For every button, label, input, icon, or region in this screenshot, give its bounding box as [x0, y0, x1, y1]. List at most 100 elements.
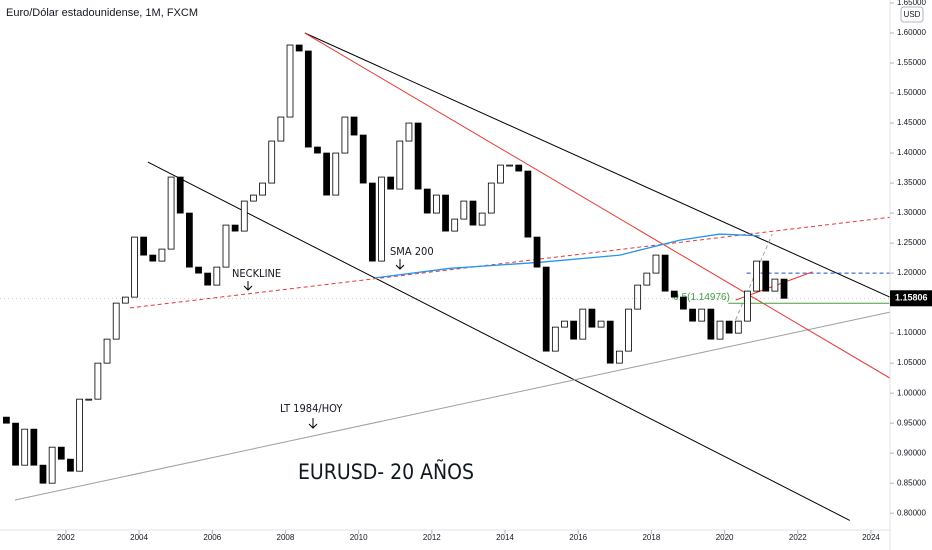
trendline — [735, 233, 773, 321]
y-tick-label: 1.45000 — [897, 118, 926, 127]
candle — [616, 350, 623, 364]
candle — [497, 164, 504, 184]
y-tick-label: 1.60000 — [897, 28, 926, 37]
candle — [433, 194, 440, 214]
candle — [753, 260, 760, 292]
candle — [304, 50, 312, 148]
last-price-box — [890, 290, 932, 307]
y-tick-label: 0.80000 — [897, 508, 926, 517]
candle — [250, 194, 257, 202]
candle — [48, 446, 56, 484]
candle — [158, 248, 166, 262]
x-tick-label: 2012 — [423, 533, 441, 542]
candle — [222, 224, 230, 268]
candle — [469, 200, 477, 226]
y-tick-label: 1.30000 — [897, 208, 926, 217]
candle — [103, 338, 111, 364]
candle — [112, 302, 120, 340]
candle — [341, 116, 349, 154]
candle — [689, 308, 696, 322]
x-tick-label: 2006 — [203, 533, 221, 542]
candle — [368, 182, 376, 262]
candle — [423, 188, 431, 214]
candle — [570, 320, 578, 340]
y-tick-label: 0.90000 — [897, 448, 926, 457]
candle — [451, 218, 459, 232]
candle — [606, 320, 614, 364]
chart-title: Euro/Dólar estadounidense, 1M, FXCM — [6, 7, 198, 19]
candle — [3, 416, 10, 424]
candle — [744, 290, 751, 322]
trendline — [147, 161, 850, 521]
candle — [561, 320, 568, 328]
candle — [350, 116, 358, 136]
currency-box — [900, 6, 924, 23]
candle — [30, 428, 38, 466]
candle — [213, 266, 221, 286]
currency: USD — [904, 10, 921, 19]
candle — [295, 44, 303, 52]
candle — [506, 164, 513, 167]
candle — [515, 164, 523, 172]
x-tick-label: 2022 — [789, 533, 807, 542]
candle — [268, 140, 276, 184]
x-tick-label: 2014 — [496, 533, 514, 542]
x-tick-label: 2004 — [130, 533, 148, 542]
candle — [359, 134, 367, 184]
candle — [323, 152, 330, 196]
candle — [734, 320, 742, 334]
candle — [780, 278, 788, 299]
arrow — [395, 259, 405, 270]
candle — [67, 458, 74, 472]
annotation: LT 1984/HOY — [280, 402, 343, 415]
candle — [286, 44, 294, 118]
x-tick-label: 2024 — [862, 533, 880, 542]
candle — [625, 308, 632, 352]
candle — [231, 224, 239, 232]
last-price-label: 1.15806 — [895, 293, 928, 303]
candle — [707, 308, 715, 340]
candle — [579, 308, 587, 340]
candle — [140, 236, 148, 256]
candle — [76, 398, 83, 472]
candle — [762, 260, 770, 292]
y-tick-label: 1.50000 — [897, 88, 926, 97]
y-tick-label: 1.20000 — [897, 268, 926, 277]
candle — [314, 146, 321, 154]
trendline — [304, 32, 890, 379]
candle — [487, 182, 495, 214]
candle — [414, 122, 422, 190]
candle — [478, 212, 486, 226]
candle — [387, 176, 395, 190]
annotation: SMA 200 — [390, 245, 434, 258]
candle — [396, 140, 404, 190]
candle — [186, 212, 193, 268]
sma-line — [375, 233, 760, 279]
plot-area: 0.5(1.14976) — [0, 32, 890, 521]
candle — [680, 296, 687, 310]
candle — [670, 290, 678, 298]
x-tick-label: 2020 — [716, 533, 734, 542]
candle — [39, 464, 47, 484]
y-tick-label: 1.05000 — [897, 358, 926, 367]
candle — [652, 254, 660, 274]
candle — [121, 296, 129, 304]
candle — [167, 176, 175, 250]
candle — [460, 200, 468, 220]
y-tick-label: 1.65000 — [897, 0, 926, 7]
candle — [643, 272, 651, 286]
y-tick-label: 1.55000 — [897, 58, 926, 67]
y-tick-label: 0.85000 — [897, 478, 926, 487]
candle — [588, 308, 596, 328]
candle — [524, 170, 532, 238]
candle — [259, 182, 266, 196]
x-tick-label: 2010 — [350, 533, 368, 542]
candle — [94, 362, 102, 400]
candle — [533, 236, 541, 268]
y-tick-label: 1.25000 — [897, 238, 926, 247]
candle — [240, 200, 248, 232]
x-tick-label: 2018 — [642, 533, 660, 542]
candle — [698, 308, 706, 322]
